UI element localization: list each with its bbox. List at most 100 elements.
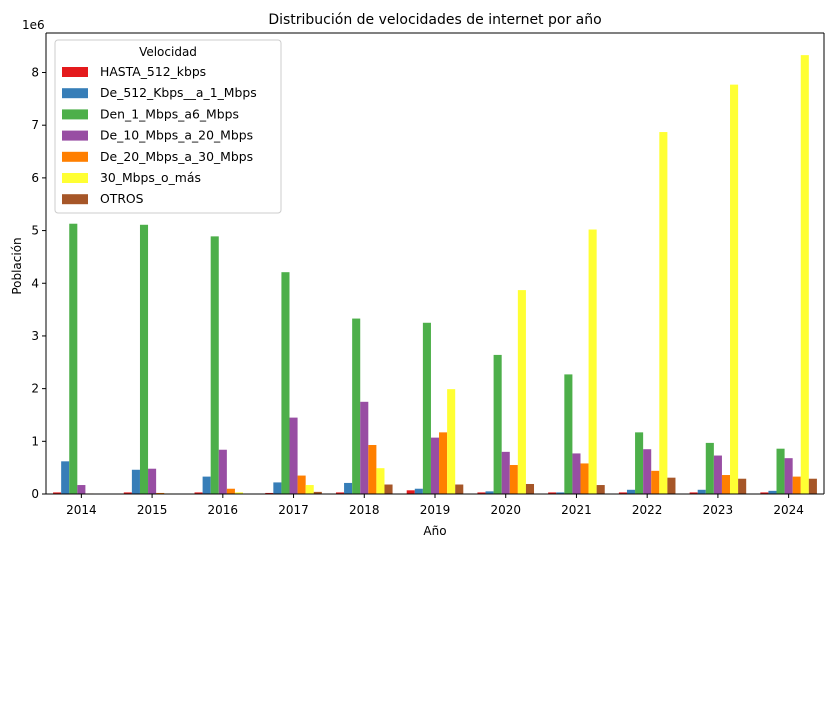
legend-frame — [54, 39, 282, 214]
x-tick-label: 2020 — [490, 503, 521, 517]
bar — [123, 492, 132, 494]
bar — [289, 417, 298, 494]
x-tick-label: 2022 — [632, 503, 663, 517]
bar — [564, 374, 573, 494]
x-tick-label: 2014 — [66, 503, 97, 517]
bar — [493, 354, 502, 494]
y-tick-label: 8 — [31, 66, 39, 80]
bar — [384, 484, 393, 494]
legend-swatch — [62, 173, 88, 183]
bar — [784, 458, 793, 494]
y-tick-label: 2 — [31, 382, 39, 396]
bar — [477, 492, 486, 494]
bar — [313, 491, 322, 494]
bar — [635, 432, 644, 494]
bar — [705, 442, 714, 494]
bar — [376, 468, 385, 494]
y-axis-offset-label: 1e6 — [22, 18, 45, 32]
bar — [265, 492, 274, 494]
bar — [368, 445, 377, 494]
bar — [517, 290, 526, 494]
bar — [760, 492, 769, 494]
x-tick-label: 2024 — [773, 503, 804, 517]
x-tick-label: 2015 — [137, 503, 168, 517]
bar — [218, 449, 227, 494]
bar — [485, 491, 494, 494]
bar — [297, 475, 306, 494]
bar — [406, 490, 415, 494]
y-tick-label: 6 — [31, 171, 39, 185]
bar — [77, 485, 86, 494]
bar — [800, 55, 809, 494]
bar — [422, 322, 431, 494]
legend-entry-label: HASTA_512_kbps — [100, 64, 206, 79]
legend-swatch — [62, 130, 88, 141]
bar — [792, 476, 801, 494]
legend-entry-label: OTROS — [100, 191, 144, 206]
x-tick-label: 2023 — [703, 503, 734, 517]
bar — [234, 492, 244, 494]
bar — [344, 482, 353, 494]
bar — [131, 469, 140, 494]
bar — [139, 224, 149, 494]
bar — [273, 482, 282, 494]
bar — [580, 463, 589, 494]
bar — [643, 449, 652, 494]
bar — [210, 236, 219, 494]
bar — [713, 455, 722, 494]
bar — [53, 492, 62, 494]
legend-entry-label: De_512_Kbps__a_1_Mbps — [100, 85, 257, 100]
legend-title: Velocidad — [139, 45, 197, 59]
legend-swatch — [62, 109, 88, 120]
legend-swatch — [62, 194, 88, 205]
y-tick-label: 7 — [31, 118, 39, 132]
legend-swatch — [62, 88, 88, 99]
bar — [360, 401, 369, 494]
bar — [626, 489, 636, 494]
bar — [730, 84, 739, 494]
bar — [414, 488, 423, 494]
x-tick-label: 2021 — [561, 503, 592, 517]
bar — [525, 483, 535, 494]
bar — [335, 492, 345, 494]
y-tick-label: 0 — [31, 487, 39, 501]
legend-entry-label: 30_Mbps_o_más — [100, 170, 201, 185]
bar — [226, 488, 235, 494]
y-tick-label: 1 — [31, 434, 39, 448]
bar — [61, 461, 70, 494]
chart-title: Distribución de velocidades de internet … — [268, 12, 601, 28]
bar — [305, 485, 314, 494]
bar — [776, 448, 785, 494]
bar — [548, 492, 557, 494]
bar — [659, 132, 668, 495]
legend-entry-label: Den_1_Mbps_a6_Mbps — [100, 106, 239, 121]
bar — [721, 475, 731, 494]
bar — [447, 389, 456, 494]
legend-entry-label: De_20_Mbps_a_30_Mbps — [100, 149, 253, 164]
bar — [651, 470, 660, 494]
bar — [596, 485, 605, 494]
y-tick-label: 5 — [31, 224, 39, 238]
bar — [738, 478, 747, 494]
x-tick-label: 2018 — [349, 503, 380, 517]
axes-layer: 0 1 2 3 4 5 6 7 8 2014 2015 2016 2017 2018 2019 2020 202… — [31, 32, 825, 517]
bar — [667, 477, 676, 494]
x-tick-label: 2017 — [278, 503, 309, 517]
bar — [148, 468, 157, 494]
bar — [572, 453, 581, 494]
bar — [156, 492, 165, 494]
bar — [430, 437, 440, 494]
bars-layer — [53, 55, 817, 495]
bar — [697, 489, 706, 494]
y-axis-label: Población — [10, 237, 24, 294]
bar — [501, 451, 510, 494]
bar — [352, 318, 361, 494]
bar — [556, 492, 565, 494]
y-tick-label: 4 — [31, 276, 39, 290]
legend: Velocidad HASTA_512_kbps De_512_Kbps__a_1… — [54, 39, 282, 214]
bar — [194, 492, 203, 494]
bar — [69, 223, 78, 494]
x-tick-label: 2019 — [420, 503, 451, 517]
bar — [439, 432, 448, 494]
